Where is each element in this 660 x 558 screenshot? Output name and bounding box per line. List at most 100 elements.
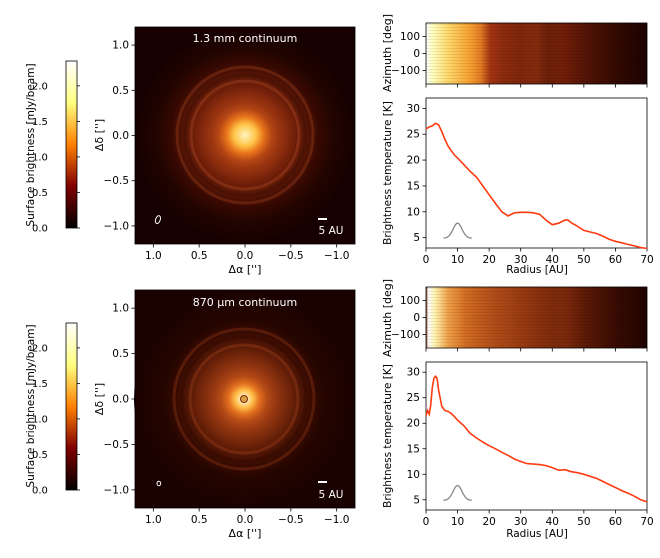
x-tick-label: 1.0 bbox=[145, 514, 162, 526]
beam-ellipse bbox=[156, 480, 162, 487]
y-tick-label: 0.5 bbox=[112, 85, 129, 97]
colorbar-label: Surface brightness [mJy/beam] bbox=[25, 324, 37, 487]
beam-shape bbox=[154, 215, 161, 224]
polar-map-bottom: 100 0 −100 Azimuth [deg] bbox=[381, 279, 648, 357]
colorbar-tick-label: 0.5 bbox=[32, 450, 48, 461]
polar-ylabel: Azimuth [deg] bbox=[381, 14, 394, 92]
y-tick-label: 0.0 bbox=[112, 394, 129, 406]
colorbar-gradient bbox=[65, 322, 78, 491]
x-tick-label: 40 bbox=[546, 254, 559, 266]
image-title: 870 μm continuum bbox=[193, 296, 297, 309]
colorbar-tick-label: 0.5 bbox=[32, 188, 48, 199]
disk-image-top: 1.3 mm continuum 5 AU 1.0 0.5 0.0 −0.5 −1.01… bbox=[93, 26, 356, 276]
y-tick-label: 1.0 bbox=[112, 303, 129, 315]
profile-ylabel: Brightness temperature [K] bbox=[382, 364, 394, 508]
y-tick-label: 100 bbox=[400, 31, 420, 43]
scale-bar-label: 5 AU bbox=[319, 489, 344, 501]
y-tick-label: −0.5 bbox=[104, 175, 130, 187]
profile-ylabel: Brightness temperature [K] bbox=[382, 101, 394, 245]
scale-bar: 5 AU bbox=[318, 481, 344, 501]
colorbar-tick-label: 0.0 bbox=[32, 224, 48, 235]
colorbar-label: Surface brightness [mJy/beam] bbox=[25, 63, 37, 226]
profile-xlabel: Radius [AU] bbox=[506, 264, 568, 276]
colorbar-tick-label: 1.5 bbox=[32, 379, 48, 390]
y-tick-label: 10 bbox=[407, 469, 420, 481]
x-tick-label: 0 bbox=[423, 254, 430, 266]
x-tick-label: 70 bbox=[640, 254, 653, 266]
x-tick-label: 30 bbox=[514, 254, 527, 266]
y-tick-label: −100 bbox=[391, 329, 420, 341]
x-tick-label: 60 bbox=[609, 516, 622, 528]
disk-image-bottom: 870 μm continuum 5 AU 1.0 0.5 0.0 −0.5 −1.01… bbox=[93, 289, 356, 540]
y-tick-label: 20 bbox=[407, 418, 420, 430]
image-ylabel: Δδ [''] bbox=[93, 383, 106, 415]
x-tick-label: 20 bbox=[482, 254, 495, 266]
x-tick-label: 50 bbox=[577, 254, 590, 266]
series-line bbox=[426, 123, 647, 248]
x-tick-label: −0.5 bbox=[278, 514, 304, 526]
x-tick-label: 50 bbox=[577, 516, 590, 528]
image-axes: 1.0 0.5 0.0 −0.5 −1.0 1.0 0.5 0.0 −0.5 −1.0 bbox=[104, 40, 350, 262]
y-tick-label: −0.5 bbox=[104, 439, 130, 451]
y-tick-label: 5 bbox=[413, 232, 420, 244]
colorbar-tick-label: 2.0 bbox=[32, 81, 48, 92]
colorbar-bottom: Surface brightness [mJy/beam] 0.0 0.5 1.0 1… bbox=[25, 322, 80, 497]
y-tick-label: 0.5 bbox=[112, 348, 129, 360]
colorbar-tick-label: 1.0 bbox=[32, 152, 48, 163]
x-tick-label: 10 bbox=[451, 516, 464, 528]
y-tick-label: −100 bbox=[391, 65, 420, 77]
scale-bar-label: 5 AU bbox=[319, 225, 344, 237]
colorbar-tick-label: 0.0 bbox=[32, 486, 48, 497]
y-tick-label: 15 bbox=[407, 180, 420, 192]
x-tick-label: 70 bbox=[640, 516, 653, 528]
y-tick-label: 10 bbox=[407, 206, 420, 218]
scale-bar: 5 AU bbox=[318, 218, 344, 237]
x-tick-label: 0.0 bbox=[237, 250, 254, 262]
y-tick-label: 0 bbox=[413, 48, 420, 60]
y-tick-label: −1.0 bbox=[104, 220, 130, 232]
y-tick-label: 25 bbox=[407, 129, 420, 141]
y-tick-label: 1.0 bbox=[112, 40, 129, 52]
y-tick-label: 100 bbox=[400, 295, 420, 307]
colorbar-tick-label: 1.0 bbox=[32, 414, 48, 425]
y-tick-label: 0.0 bbox=[112, 130, 129, 142]
beam-profile-line bbox=[443, 484, 472, 501]
image-ylabel: Δδ [''] bbox=[93, 119, 106, 151]
x-tick-label: −1.0 bbox=[324, 250, 350, 262]
profile-xlabel: Radius [AU] bbox=[506, 528, 568, 540]
x-tick-label: 20 bbox=[482, 516, 495, 528]
colorbar-ticks: 0.0 0.5 1.0 1.5 2.0 bbox=[32, 343, 80, 497]
colorbar-tick-label: 2.0 bbox=[32, 343, 48, 354]
x-tick-label: −0.5 bbox=[278, 250, 304, 262]
y-tick-label: 20 bbox=[407, 155, 420, 167]
image-xlabel: Δα [''] bbox=[229, 263, 262, 276]
y-tick-label: 30 bbox=[407, 367, 420, 379]
x-tick-label: 60 bbox=[609, 254, 622, 266]
beam-profile-line bbox=[443, 222, 472, 239]
x-tick-label: 30 bbox=[514, 516, 527, 528]
x-tick-label: 10 bbox=[451, 254, 464, 266]
x-tick-label: 0.5 bbox=[191, 250, 208, 262]
y-tick-label: 30 bbox=[407, 103, 420, 115]
x-tick-label: −1.0 bbox=[324, 514, 350, 526]
beam-shape bbox=[156, 480, 162, 487]
x-tick-label: 0.5 bbox=[191, 514, 208, 526]
profile-plot: 0 10 20 30 40 50 60 70 5 10 15 20 25 30 bbox=[407, 367, 654, 528]
x-tick-label: 0.0 bbox=[237, 514, 254, 526]
y-tick-label: 15 bbox=[407, 443, 420, 455]
x-tick-label: 0 bbox=[423, 516, 430, 528]
beam-ellipse bbox=[154, 215, 161, 224]
polar-ylabel: Azimuth [deg] bbox=[381, 279, 394, 357]
series-line bbox=[426, 376, 647, 502]
x-tick-label: 40 bbox=[546, 516, 559, 528]
colorbar-tick-label: 1.5 bbox=[32, 117, 48, 128]
colorbar-gradient bbox=[65, 60, 78, 229]
profile-plot: 0 10 20 30 40 50 60 70 5 10 15 20 25 30 bbox=[407, 103, 654, 266]
colorbar-top: Surface brightness [mJy/beam] 0.0 0.5 1.0 1… bbox=[25, 60, 80, 235]
polar-map-top: 100 0 −100 Azimuth [deg] bbox=[381, 14, 648, 92]
image-xlabel: Δα [''] bbox=[229, 527, 262, 540]
image-axes: 1.0 0.5 0.0 −0.5 −1.0 1.0 0.5 0.0 −0.5 −1.0 bbox=[104, 303, 350, 526]
polar-axes: 100 0 −100 bbox=[391, 295, 648, 352]
y-tick-label: −1.0 bbox=[104, 484, 130, 496]
